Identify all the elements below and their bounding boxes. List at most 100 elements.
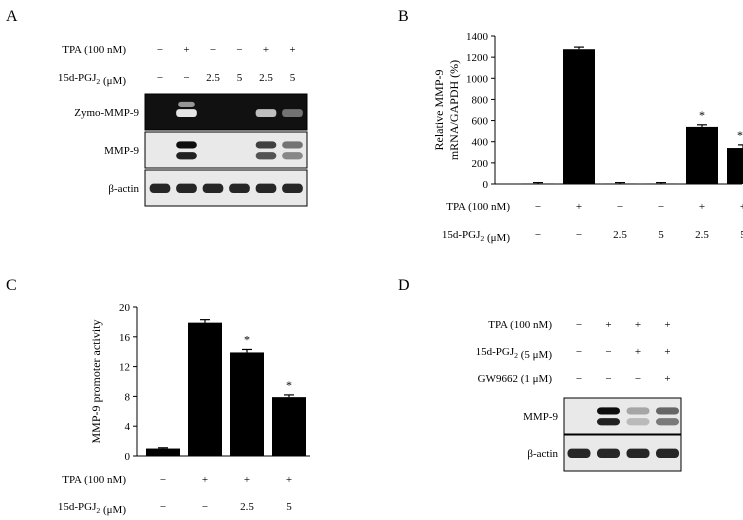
panel-a-treatment-value-1-4: 2.5 xyxy=(259,72,273,84)
panel-d-band-0-3 xyxy=(655,407,680,415)
label-subscript: 2 xyxy=(514,351,518,360)
panel-a-band-2-4 xyxy=(255,183,277,194)
panel-b-significance-4: * xyxy=(699,108,705,122)
panel-c-treatment-value-0-2: + xyxy=(244,474,250,486)
panel-c-treatment-value-1-1: − xyxy=(202,501,208,513)
panel-b-y-axis-label-line-0: Relative MMP-9 xyxy=(432,70,446,151)
label-part: β-actin xyxy=(527,448,558,460)
panel-b-bar-5 xyxy=(727,148,743,184)
panel-b-y-tick-label-1: 200 xyxy=(472,158,489,170)
panel-b-bar-4 xyxy=(686,126,718,184)
panel-a-band-1-1 xyxy=(176,141,197,149)
panel-a-treatment-value-1-1: − xyxy=(183,72,189,84)
panel-c-y-tick-label-5: 20 xyxy=(119,302,131,314)
panel-a-treatment-value-0-1: + xyxy=(183,44,189,56)
panel-b-y-tick-label-3: 600 xyxy=(472,116,489,128)
label-part: 15d-PGJ xyxy=(442,229,481,241)
panel-a-band-1-5 xyxy=(282,141,303,149)
panel-a-treatment-label-1: 15d-PGJ2 (μM) xyxy=(58,72,126,87)
panel-a-blot-label-0: Zymo-MMP-9 xyxy=(74,107,139,119)
panel-d-treatment-value-2-0: − xyxy=(576,373,582,385)
label-part: TPA (100 nM) xyxy=(62,474,126,486)
panel-c-bar-3 xyxy=(272,397,306,456)
panel-d-band-0-1 xyxy=(596,407,621,415)
panel-c-significance-3: * xyxy=(286,378,292,392)
panel-a-band-0-1 xyxy=(176,109,197,118)
panel-c-y-tick-label-1: 4 xyxy=(125,421,131,433)
label-part: (μM) xyxy=(484,232,510,244)
panel-c-treatment-value-1-3: 5 xyxy=(286,501,292,513)
panel-b-treatment-value-0-5: + xyxy=(740,201,743,213)
panel-c-treatment-value-0-1: + xyxy=(202,474,208,486)
label-part: TPA (100 nM) xyxy=(446,201,510,213)
panel-a-treatment-label-0: TPA (100 nM) xyxy=(62,44,126,56)
panel-b-treatment-label-1: 15d-PGJ2 (μM) xyxy=(442,229,510,244)
panel-c-bar-1 xyxy=(188,322,222,456)
panel-c-treatment-value-0-3: + xyxy=(286,474,292,486)
label-part: β-actin xyxy=(108,183,139,195)
panel-a-band-0-4 xyxy=(255,109,277,118)
panel-letter-c: C xyxy=(6,277,17,294)
label-part: (5 μM) xyxy=(518,349,552,361)
panel-c-significance-2: * xyxy=(244,332,250,346)
panel-a-band-0-5 xyxy=(282,109,303,118)
panel-b-bar-3 xyxy=(645,183,677,184)
panel-c-treatment-value-1-0: − xyxy=(160,501,166,513)
panel-a-treatment-value-0-3: − xyxy=(236,44,242,56)
label-subscript: 2 xyxy=(480,234,484,243)
panel-a-blot-label-1: MMP-9 xyxy=(104,145,139,157)
panel-a-treatment-value-0-5: + xyxy=(289,44,295,56)
panel-b-bar-2 xyxy=(604,183,636,184)
panel-d-band-0-2 xyxy=(626,407,650,415)
panel-d-band-1-2 xyxy=(626,448,650,459)
panel-b-y-tick-label-2: 400 xyxy=(472,137,489,149)
panel-a-blot-1 xyxy=(144,131,308,169)
panel-b-treatment-value-1-3: 5 xyxy=(658,229,664,241)
label-part: 15d-PGJ xyxy=(58,72,97,84)
panel-a-treatment-value-1-3: 5 xyxy=(237,72,243,84)
panel-letter-a: A xyxy=(6,8,18,25)
panel-d-treatment-value-1-0: − xyxy=(576,346,582,358)
panel-b-y-tick-label-7: 1400 xyxy=(466,31,489,43)
panel-a-blot-label-2: β-actin xyxy=(108,183,139,195)
panel-d-treatment-value-1-2: + xyxy=(635,346,641,358)
panel-d-treatment-value-0-1: + xyxy=(605,319,611,331)
panel-b-treatment-value-1-1: − xyxy=(576,229,582,241)
panel-b-treatment-value-1-2: 2.5 xyxy=(613,229,627,241)
panel-a-band-2-5 xyxy=(282,183,303,194)
panel-d-band-lower-0-2 xyxy=(626,418,650,426)
panel-d-treatment-value-0-0: − xyxy=(576,319,582,331)
label-subscript: 2 xyxy=(96,77,100,86)
panel-c-treatment-label-1: 15d-PGJ2 (μM) xyxy=(58,501,126,516)
panel-b-y-tick-label-6: 1200 xyxy=(466,52,489,64)
panel-b-y-axis-label: Relative MMP-9mRNA/GAPDH (%) xyxy=(432,60,461,160)
panel-d-band-1-3 xyxy=(655,448,680,459)
panel-d-treatment-value-2-2: − xyxy=(635,373,641,385)
label-part: TPA (100 nM) xyxy=(62,44,126,56)
panel-a-band-1-4 xyxy=(255,141,277,149)
panel-a-band-lower-1-5 xyxy=(282,152,303,160)
label-part: GW9662 (1 μM) xyxy=(478,373,553,385)
panel-b-significance-5: ** xyxy=(737,128,743,142)
panel-c-y-axis-label: MMP-9 promoter activity xyxy=(89,320,103,444)
panel-b-bar-0 xyxy=(522,183,554,184)
panel-b-bar-1 xyxy=(563,49,595,184)
label-part: (μM) xyxy=(100,75,126,87)
panel-b-treatment-value-1-5: 5 xyxy=(740,229,743,241)
panel-a-blot-0 xyxy=(144,93,308,131)
panel-d-band-1-0 xyxy=(567,448,591,459)
panel-c: 0 4 8 12 16 20 MMP-9 promoter activity * * TPA (1… xyxy=(58,302,310,516)
panel-a-band-lower-1-1 xyxy=(176,152,197,160)
panel-c-treatment-value-1-2: 2.5 xyxy=(240,501,254,513)
panel-a-treatment-value-0-0: − xyxy=(157,44,163,56)
panel-a-treatment-value-1-5: 5 xyxy=(290,72,296,84)
panel-d-treatment-value-1-1: − xyxy=(605,346,611,358)
panel-b-treatment-value-0-1: + xyxy=(576,201,582,213)
panel-c-y-tick-label-4: 16 xyxy=(119,332,131,344)
panel-letter-b: B xyxy=(398,8,409,25)
panel-b-treatment-value-0-0: − xyxy=(535,201,541,213)
panel-d-treatment-value-1-3: + xyxy=(664,346,670,358)
panel-d-blot-0 xyxy=(563,397,682,435)
panel-d-treatment-label-2: GW9662 (1 μM) xyxy=(478,373,553,385)
